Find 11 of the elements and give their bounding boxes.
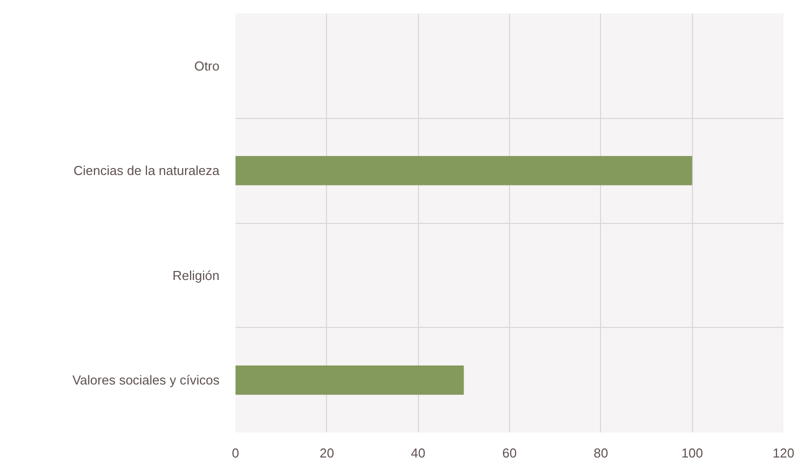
x-tick-label: 100	[681, 446, 704, 460]
x-tick-label: 20	[320, 446, 334, 460]
y-tick-label: Religión	[172, 268, 220, 283]
x-tick-label: 0	[232, 446, 240, 460]
x-tick-label: 60	[502, 446, 517, 460]
x-tick-label: 120	[772, 446, 794, 460]
x-tick-label: 40	[410, 446, 426, 460]
y-tick-label: Otro	[194, 58, 220, 74]
y-tick-label: Valores sociales y cívicos	[72, 372, 220, 388]
y-tick-label: Ciencias de la naturaleza	[74, 163, 220, 178]
x-tick-label: 80	[594, 446, 608, 460]
